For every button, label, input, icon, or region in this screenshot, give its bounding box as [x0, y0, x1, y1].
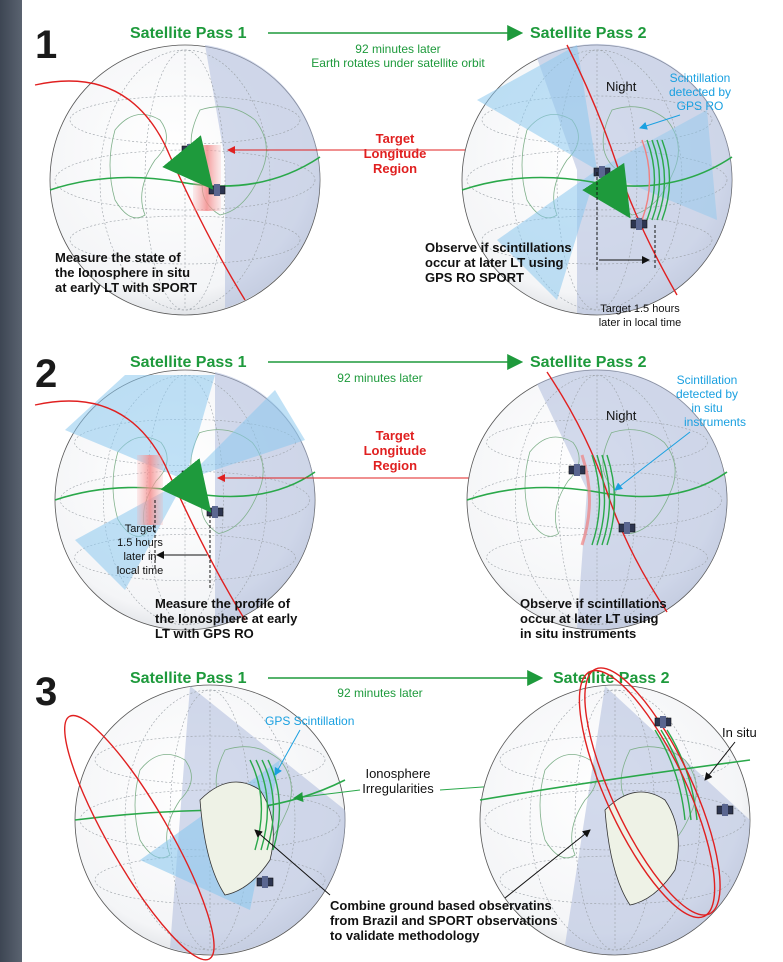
panel-3-irreg-1: Ionosphere — [365, 766, 430, 781]
panel-1-scint-arrow — [639, 114, 681, 130]
panel-1-scint-2: detected by — [669, 85, 731, 99]
panel-3-irreg-arrow-left — [293, 789, 361, 802]
panel-1-night-label: Night — [606, 79, 637, 94]
panel-1-right-caption-3: GPS RO SPORT — [425, 270, 524, 285]
panel-1-arrow-line2: Earth rotates under satellite orbit — [311, 56, 485, 70]
panel-2-arrow-line1: 92 minutes later — [337, 371, 422, 385]
panel-2-night-label: Night — [606, 408, 637, 423]
panel-3-globe-right — [479, 667, 751, 956]
panel-3-pass2-label: Satellite Pass 2 — [553, 670, 670, 687]
panel-2-scint-1: Scintillation — [677, 373, 738, 387]
panel-3-caption-arrow-left — [254, 829, 331, 896]
panel-1-pass1-label: Satellite Pass 1 — [130, 25, 247, 42]
panel-2-target-time-4: local time — [117, 565, 163, 577]
panel-3-irreg-2: Irregularities — [362, 781, 434, 796]
panel-2-pass2-label: Satellite Pass 2 — [530, 354, 647, 371]
panel-3-caption-3: to validate methodology — [330, 928, 480, 943]
panel-1-globe-left — [34, 44, 321, 316]
panel-2-target-time-1: Target — [125, 523, 156, 535]
panel-3-arrow-line1: 92 minutes later — [337, 686, 422, 700]
panel-3: 3 Satellite Pass 1 Satellite Pass 2 92 m… — [35, 667, 757, 961]
panel-1-globe-right — [461, 43, 733, 316]
panel-3-caption-2: from Brazil and SPORT observations — [330, 913, 558, 928]
panel-2-pass1-label: Satellite Pass 1 — [130, 354, 247, 371]
panel-2-scint-3: in situ — [691, 401, 722, 415]
panel-2-target-time-3: later in — [123, 551, 156, 563]
panel-3-gps-scint-label: GPS Scintillation — [265, 714, 354, 728]
panel-1-target-3: Region — [373, 161, 417, 176]
panel-3-insitu-label: In situ — [722, 725, 757, 740]
panel-1-target-1: Target — [376, 131, 415, 146]
panel-1-number: 1 — [35, 23, 57, 67]
panel-2-right-caption-3: in situ instruments — [520, 626, 636, 641]
panel-2-scint-4: instruments — [684, 415, 746, 429]
panel-2-left-caption-1: Measure the profile of — [155, 596, 291, 611]
panel-2-target-2: Longitude — [364, 443, 427, 458]
panel-1-right-caption-1: Observe if scintillations — [425, 240, 572, 255]
panel-3-gps-scint-arrow — [274, 729, 301, 776]
panel-2-target-1: Target — [376, 428, 415, 443]
panel-1-target-time-2: later in local time — [599, 317, 682, 329]
panel-3-globe-left — [64, 684, 346, 961]
panel-3-number: 3 — [35, 670, 57, 714]
panel-2-left-caption-2: the Ionosphere at early — [155, 611, 298, 626]
panel-1-target-time-1: Target 1.5 hours — [600, 303, 680, 315]
panel-1-scint-1: Scintillation — [670, 71, 731, 85]
panel-2-target-3: Region — [373, 458, 417, 473]
panel-1-scint-3: GPS RO — [677, 99, 724, 113]
panel-2-scint-arrow — [614, 431, 691, 491]
panel-3-pass1-label: Satellite Pass 1 — [130, 670, 247, 687]
panel-1-left-caption-2: the Ionosphere in situ — [55, 265, 190, 280]
panel-2-globe-right — [466, 369, 728, 631]
panel-2-scint-2: detected by — [676, 387, 738, 401]
panel-2-globe-left — [34, 369, 316, 631]
panel-2-number: 2 — [35, 352, 57, 396]
panel-2-right-caption-1: Observe if scintillations — [520, 596, 667, 611]
panel-2-left-caption-3: LT with GPS RO — [155, 626, 254, 641]
panel-1-pass2-label: Satellite Pass 2 — [530, 25, 647, 42]
panel-1-left-caption-1: Measure the state of — [55, 250, 181, 265]
panel-3-insitu-arrow — [704, 741, 736, 781]
panel-1-target-2: Longitude — [364, 146, 427, 161]
panel-1-left-caption-3: at early LT with SPORT — [55, 280, 197, 295]
panel-2-right-caption-2: occur at later LT using — [520, 611, 659, 626]
panel-1-arrow-line1: 92 minutes later — [355, 42, 440, 56]
panel-1-right-caption-2: occur at later LT using — [425, 255, 564, 270]
panel-2-target-time-2: 1.5 hours — [117, 537, 163, 549]
panel-2: 2 Satellite Pass 1 Satellite Pass 2 92 m… — [34, 352, 746, 641]
panel-3-caption-1: Combine ground based observatins — [330, 898, 552, 913]
panel-1: 1 Satellite Pass 1 Satellite Pass 2 92 m… — [34, 23, 733, 329]
panel-3-caption-arrow-right — [504, 829, 591, 899]
